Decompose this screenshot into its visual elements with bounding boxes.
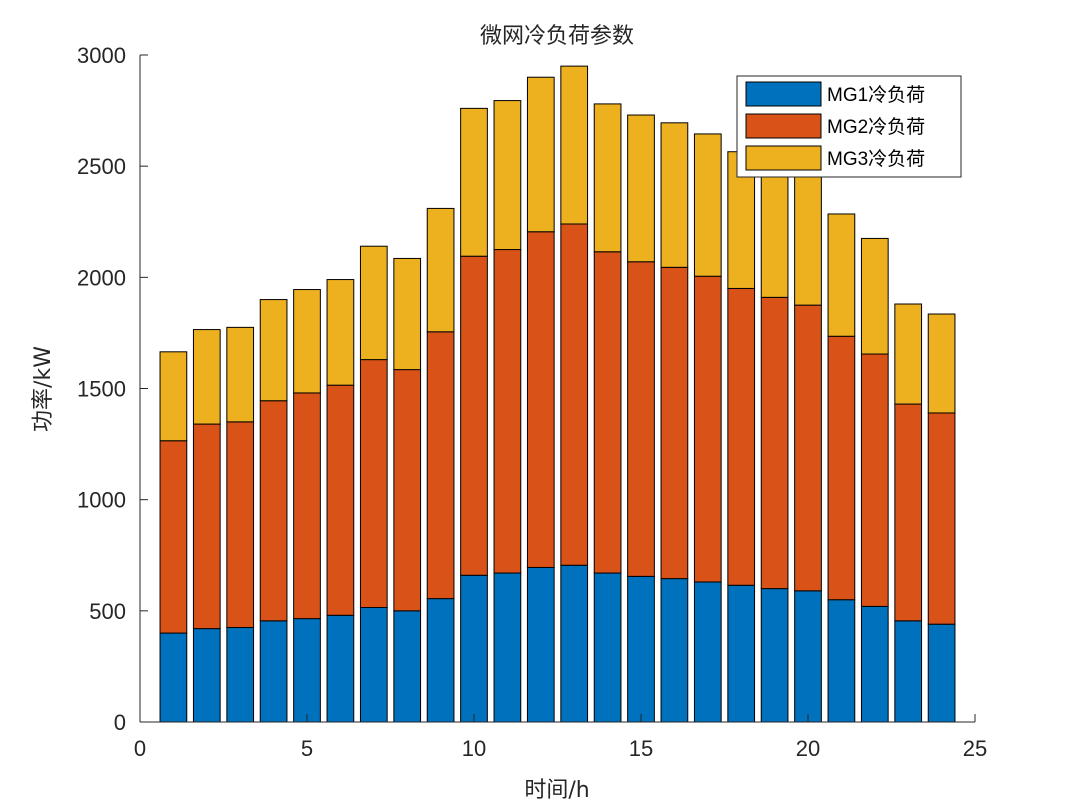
bar-series1-hour-7 bbox=[359, 607, 388, 723]
bar-series2-hour-12 bbox=[526, 231, 555, 568]
bar-series3-hour-6 bbox=[326, 279, 355, 386]
bar-series3-hour-16 bbox=[660, 122, 689, 268]
bar-series1-hour-17 bbox=[693, 581, 722, 723]
x-tick-label: 20 bbox=[796, 736, 820, 761]
bar-series1-hour-3 bbox=[226, 627, 255, 723]
legend-label-series3: MG3冷负荷 bbox=[827, 148, 925, 170]
bar-series3-hour-11 bbox=[493, 100, 522, 251]
x-tick-label: 15 bbox=[629, 736, 653, 761]
bar-series1-hour-16 bbox=[660, 578, 689, 723]
bar-series2-hour-19 bbox=[760, 296, 789, 590]
x-tick-label: 0 bbox=[134, 736, 146, 761]
bar-series1-hour-22 bbox=[860, 605, 889, 723]
bar-series2-hour-5 bbox=[293, 392, 321, 620]
bar-series3-hour-14 bbox=[593, 103, 622, 253]
bar-series2-hour-16 bbox=[660, 266, 689, 580]
bar-series2-hour-18 bbox=[727, 287, 756, 586]
bar-series3-hour-23 bbox=[894, 303, 923, 405]
bar-series2-hour-15 bbox=[627, 261, 655, 577]
bar-series1-hour-13 bbox=[560, 564, 589, 723]
legend-swatch-series3 bbox=[745, 145, 822, 171]
chart-title: 微网冷负荷参数 bbox=[480, 24, 634, 49]
bar-series1-hour-18 bbox=[727, 584, 756, 723]
bar-series2-hour-3 bbox=[226, 421, 255, 629]
legend-swatch-series2 bbox=[745, 113, 822, 139]
legend-label-series1: MG1冷负荷 bbox=[827, 84, 925, 106]
y-axis-title: 功率/kW bbox=[31, 346, 56, 432]
y-tick-label: 500 bbox=[89, 599, 126, 624]
bar-series2-hour-13 bbox=[560, 223, 589, 566]
bar-series2-hour-10 bbox=[460, 255, 488, 576]
bar-series2-hour-11 bbox=[493, 249, 522, 574]
bar-series2-hour-23 bbox=[894, 403, 923, 622]
bar-series2-hour-9 bbox=[426, 331, 455, 600]
bar-series3-hour-10 bbox=[460, 107, 488, 257]
bar-series3-hour-7 bbox=[359, 245, 388, 361]
bar-series3-hour-22 bbox=[860, 237, 889, 355]
bar-series2-hour-17 bbox=[693, 275, 722, 583]
axes-layer: 0 5 10 15 20 25 0 500 1000 1500 2000 2500 3000 bbox=[77, 43, 987, 761]
bar-series1-hour-2 bbox=[192, 628, 221, 723]
bar-series1-hour-8 bbox=[393, 610, 422, 723]
bar-series3-hour-17 bbox=[693, 133, 722, 277]
legend: MG1冷负荷 MG2冷负荷 MG3冷负荷 bbox=[736, 75, 962, 178]
bar-series2-hour-20 bbox=[794, 304, 822, 592]
bar-series3-hour-1 bbox=[159, 351, 188, 442]
bar-series1-hour-23 bbox=[894, 620, 923, 723]
y-tick-label: 1000 bbox=[77, 488, 126, 513]
bar-series2-hour-2 bbox=[192, 423, 221, 630]
bar-series3-hour-19 bbox=[760, 164, 789, 298]
bar-series3-hour-13 bbox=[560, 65, 589, 225]
bar-series1-hour-1 bbox=[159, 632, 188, 723]
bar-series1-hour-4 bbox=[259, 620, 288, 723]
bar-series1-hour-21 bbox=[827, 599, 856, 723]
bar-series2-hour-4 bbox=[259, 400, 288, 622]
bar-series2-hour-7 bbox=[359, 359, 388, 608]
bar-series3-hour-5 bbox=[293, 289, 321, 394]
bar-series2-hour-21 bbox=[827, 335, 856, 601]
bar-series3-hour-9 bbox=[426, 207, 455, 333]
bar-series1-hour-9 bbox=[426, 598, 455, 723]
bar-series1-hour-11 bbox=[493, 572, 522, 723]
x-tick-label: 10 bbox=[462, 736, 486, 761]
bar-series1-hour-12 bbox=[526, 566, 555, 723]
bar-series2-hour-1 bbox=[159, 440, 188, 634]
bar-series3-hour-8 bbox=[393, 257, 422, 371]
x-tick-label: 5 bbox=[301, 736, 313, 761]
bar-series2-hour-24 bbox=[927, 412, 956, 625]
bar-series3-hour-20 bbox=[794, 175, 822, 306]
y-tick-label: 3000 bbox=[77, 43, 126, 68]
bar-series3-hour-15 bbox=[627, 114, 655, 263]
bar-series3-hour-24 bbox=[927, 313, 956, 414]
bar-series2-hour-14 bbox=[593, 251, 622, 574]
bars-layer bbox=[159, 65, 956, 723]
x-tick-label: 25 bbox=[963, 736, 987, 761]
bar-series3-hour-2 bbox=[192, 329, 221, 425]
bar-series3-hour-21 bbox=[827, 213, 856, 337]
bar-series1-hour-24 bbox=[927, 623, 956, 723]
bar-series3-hour-4 bbox=[259, 299, 288, 402]
bar-series3-hour-12 bbox=[526, 76, 555, 233]
x-axis-title: 时间/h bbox=[524, 778, 589, 803]
bar-series1-hour-20 bbox=[794, 590, 822, 723]
y-tick-label: 2000 bbox=[77, 265, 126, 290]
legend-label-series2: MG2冷负荷 bbox=[827, 116, 925, 138]
y-tick-label: 2500 bbox=[77, 154, 126, 179]
bar-series2-hour-22 bbox=[860, 353, 889, 607]
bar-series1-hour-10 bbox=[460, 574, 488, 723]
bar-series2-hour-6 bbox=[326, 384, 355, 616]
bar-series1-hour-6 bbox=[326, 614, 355, 723]
bar-series1-hour-5 bbox=[293, 618, 321, 723]
bar-series1-hour-19 bbox=[760, 588, 789, 723]
y-tick-label: 0 bbox=[114, 710, 126, 735]
bar-series1-hour-15 bbox=[627, 575, 655, 723]
bar-series3-hour-3 bbox=[226, 326, 255, 423]
y-tick-label: 1500 bbox=[77, 377, 126, 402]
bar-series1-hour-14 bbox=[593, 572, 622, 723]
legend-swatch-series1 bbox=[745, 81, 822, 107]
bar-series2-hour-8 bbox=[393, 369, 422, 612]
